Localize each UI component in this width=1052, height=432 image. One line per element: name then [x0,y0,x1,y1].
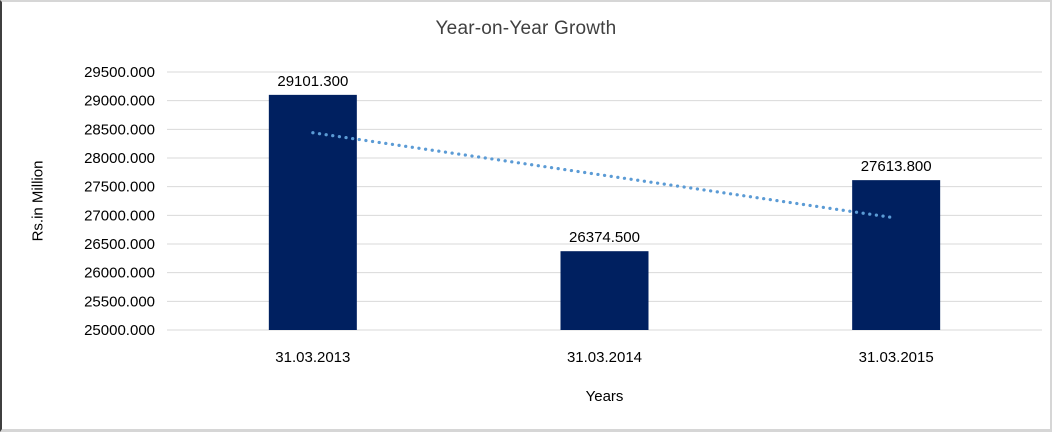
y-tick-label: 25000.000 [84,322,155,339]
y-tick-label: 27500.000 [84,179,155,196]
x-category-label: 31.03.2014 [567,349,642,366]
y-tick-label: 28500.000 [84,121,155,138]
x-category-label: 31.03.2015 [859,349,934,366]
y-tick-label: 26500.000 [84,236,155,253]
x-axis-title: Years [585,388,624,405]
y-tick-label: 29000.000 [84,93,155,110]
bar [268,94,357,331]
y-tick-label: 25500.000 [84,293,155,310]
bar-value-label: 29101.300 [277,73,348,90]
y-tick-label: 29500.000 [84,64,155,81]
bar-value-label: 27613.800 [861,158,932,175]
trendline [311,131,898,220]
y-tick-label: 28000.000 [84,150,155,167]
x-category-label: 31.03.2013 [275,349,350,366]
bar [852,180,941,330]
y-tick-label: 26000.000 [84,265,155,282]
chart-title: Year-on-Year Growth [435,18,617,39]
bar-value-label: 26374.500 [569,229,640,246]
bar [560,251,649,330]
y-tick-label: 27000.000 [84,207,155,224]
